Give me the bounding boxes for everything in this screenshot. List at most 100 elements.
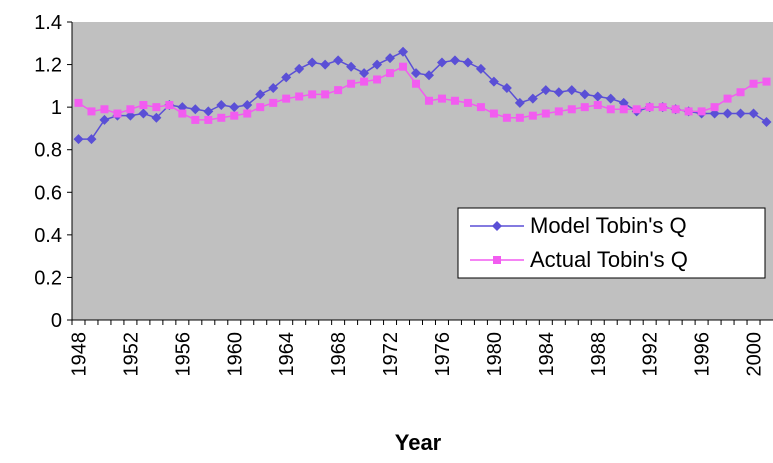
x-tick-label: 1976 <box>432 332 454 377</box>
data-point <box>178 109 187 118</box>
data-point <box>321 90 330 99</box>
data-point <box>723 94 732 103</box>
data-point <box>229 102 240 113</box>
data-point <box>632 105 641 114</box>
data-point <box>99 114 110 125</box>
data-point <box>333 55 344 66</box>
data-point <box>619 105 628 114</box>
data-point <box>412 79 421 88</box>
y-tick-label: 1 <box>51 97 62 119</box>
data-point <box>320 59 331 70</box>
data-point <box>541 109 550 118</box>
data-point <box>399 62 408 71</box>
data-point <box>152 103 161 112</box>
data-point <box>372 59 383 70</box>
x-tick-label: 1948 <box>68 332 90 377</box>
legend-label: Actual Tobin's Q <box>530 247 688 272</box>
data-point <box>580 103 589 112</box>
x-tick-label: 1992 <box>640 332 662 377</box>
data-point <box>151 112 162 123</box>
data-point <box>748 108 759 119</box>
data-point <box>710 103 719 112</box>
data-point <box>385 53 396 64</box>
data-point <box>527 93 538 104</box>
data-point <box>514 97 525 108</box>
x-tick-label: 1988 <box>588 332 610 377</box>
x-axis-title: Year <box>395 430 442 455</box>
data-point <box>489 109 498 118</box>
data-point <box>113 109 122 118</box>
data-point <box>360 77 369 86</box>
data-point <box>73 134 84 145</box>
data-point <box>256 103 265 112</box>
y-tick-label: 0 <box>51 310 62 332</box>
data-point <box>347 79 356 88</box>
data-point <box>579 89 590 100</box>
data-point <box>606 105 615 114</box>
x-tick-label: 1960 <box>224 332 246 377</box>
data-point <box>566 85 577 96</box>
data-point <box>515 113 524 122</box>
data-point <box>645 103 654 112</box>
data-point <box>386 69 395 78</box>
x-tick-label: 1952 <box>120 332 142 377</box>
y-tick-label: 0.8 <box>34 140 62 162</box>
x-tick-label: 1968 <box>328 332 350 377</box>
data-point <box>373 75 382 84</box>
data-point <box>268 82 279 93</box>
x-tick-label: 1956 <box>172 332 194 377</box>
data-point <box>450 96 459 105</box>
data-point <box>87 107 96 116</box>
data-point <box>722 108 733 119</box>
data-point <box>762 77 771 86</box>
data-point <box>749 79 758 88</box>
data-point <box>540 85 551 96</box>
y-tick-label: 0.6 <box>34 182 62 204</box>
data-point <box>593 101 602 110</box>
data-point <box>281 72 292 83</box>
y-tick-label: 1.4 <box>34 12 62 34</box>
data-point <box>605 93 616 104</box>
data-point <box>658 103 667 112</box>
data-point <box>476 103 485 112</box>
data-point <box>697 107 706 116</box>
data-point <box>437 94 446 103</box>
data-point <box>216 100 227 111</box>
data-point <box>217 113 226 122</box>
data-point <box>592 91 603 102</box>
data-point <box>424 96 433 105</box>
data-point <box>463 98 472 107</box>
data-point <box>191 115 200 124</box>
y-tick-label: 0.4 <box>34 225 62 247</box>
data-point <box>436 57 447 68</box>
legend-box <box>457 207 766 279</box>
data-point <box>423 70 434 81</box>
data-point <box>449 55 460 66</box>
data-point <box>126 105 135 114</box>
data-point <box>359 68 370 79</box>
data-point <box>346 61 357 72</box>
data-point <box>684 107 693 116</box>
data-point <box>74 98 83 107</box>
data-point <box>190 104 201 115</box>
data-point <box>255 89 266 100</box>
data-point <box>294 63 305 74</box>
data-point <box>411 68 422 79</box>
x-tick-label: 1984 <box>536 332 558 377</box>
y-tick-label: 0.2 <box>34 267 62 289</box>
data-point <box>100 105 109 114</box>
data-point <box>475 63 486 74</box>
data-point <box>736 88 745 97</box>
data-point <box>282 94 291 103</box>
data-point <box>204 115 213 124</box>
data-point <box>308 90 317 99</box>
data-point <box>502 113 511 122</box>
data-point <box>462 57 473 68</box>
x-tick-label: 1996 <box>692 332 714 377</box>
data-point <box>295 92 304 101</box>
legend-marker <box>493 256 501 264</box>
data-point <box>139 101 148 110</box>
y-tick-label: 1.2 <box>34 55 62 77</box>
